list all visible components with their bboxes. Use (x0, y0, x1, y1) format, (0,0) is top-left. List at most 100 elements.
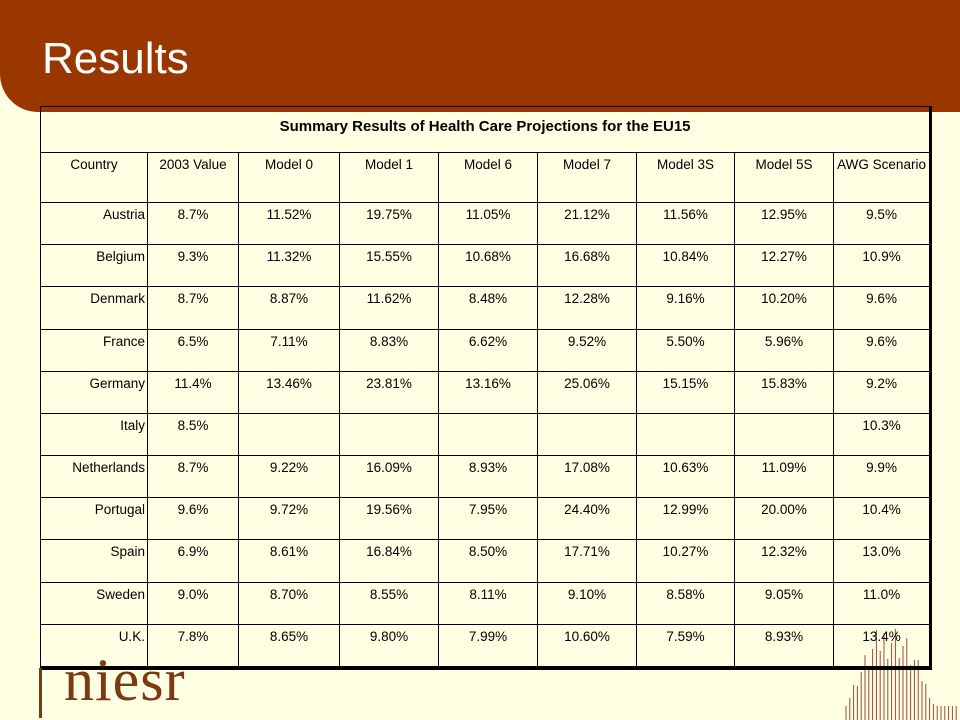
value-cell: 8.61% (238, 539, 340, 583)
value-cell: 9.3% (147, 244, 239, 288)
value-cell: 9.6% (832, 328, 931, 372)
value-cell: 5.96% (734, 328, 834, 372)
value-cell: 8.93% (438, 455, 538, 499)
country-cell: U.K. (40, 623, 148, 668)
value-cell: 15.15% (636, 370, 735, 414)
header-band (0, 0, 960, 112)
column-header-awg-scenario: AWG Scenario (832, 152, 931, 203)
value-cell: 25.06% (537, 370, 637, 414)
country-cell: France (40, 328, 148, 372)
value-cell: 8.55% (339, 581, 439, 625)
table-row: Portugal 9.6% 9.72% 19.56% 7.95% 24.40% 12.99%… (40, 497, 931, 541)
column-header-model-0: Model 0 (238, 152, 340, 203)
value-cell: 8.7% (147, 286, 239, 330)
value-cell: 11.32% (238, 244, 340, 288)
value-cell: 5.50% (636, 328, 735, 372)
value-cell: 20.00% (734, 497, 834, 541)
value-cell: 8.11% (438, 581, 538, 625)
column-header-model-7: Model 7 (537, 152, 637, 203)
value-cell: 7.8% (147, 623, 239, 668)
value-cell: 10.27% (636, 539, 735, 583)
value-cell: 8.7% (147, 455, 239, 499)
value-cell: 9.6% (147, 497, 239, 541)
value-cell: 9.16% (636, 286, 735, 330)
value-cell: 13.16% (438, 370, 538, 414)
country-cell: Austria (40, 201, 148, 246)
value-cell: 12.28% (537, 286, 637, 330)
country-cell: Belgium (40, 244, 148, 288)
value-cell: 9.80% (339, 623, 439, 668)
value-cell: 21.12% (537, 201, 637, 246)
country-cell: Spain (40, 539, 148, 583)
value-cell: 9.72% (238, 497, 340, 541)
value-cell: 12.95% (734, 201, 834, 246)
table-row: Italy 8.5% 10.3% (40, 412, 931, 457)
value-cell: 9.52% (537, 328, 637, 372)
value-cell: 9.2% (832, 370, 931, 414)
niesr-logo: niesr (64, 647, 186, 713)
value-cell: 13.4% (832, 623, 931, 668)
value-cell (438, 412, 538, 457)
value-cell: 15.83% (734, 370, 834, 414)
value-cell: 11.4% (147, 370, 239, 414)
column-header-model-6: Model 6 (438, 152, 538, 203)
value-cell: 7.99% (438, 623, 538, 668)
value-cell: 10.3% (832, 412, 931, 457)
value-cell: 6.9% (147, 539, 239, 583)
value-cell: 9.9% (832, 455, 931, 499)
column-header-country: Country (40, 152, 148, 203)
country-cell: Netherlands (40, 455, 148, 499)
table-row: Sweden 9.0% 8.70% 8.55% 8.11% 9.10% 8.58% 9.05%… (40, 581, 931, 625)
value-cell (636, 412, 735, 457)
value-cell: 7.59% (636, 623, 735, 668)
column-header-2003-value: 2003 Value (147, 152, 239, 203)
results-table-container: Summary Results of Health Care Projectio… (39, 106, 932, 670)
value-cell: 8.87% (238, 286, 340, 330)
value-cell: 11.09% (734, 455, 834, 499)
value-cell: 9.0% (147, 581, 239, 625)
country-cell: Denmark (40, 286, 148, 330)
value-cell: 24.40% (537, 497, 637, 541)
value-cell (339, 412, 439, 457)
value-cell: 11.56% (636, 201, 735, 246)
country-cell: Italy (40, 412, 148, 457)
country-cell: Germany (40, 370, 148, 414)
value-cell: 8.7% (147, 201, 239, 246)
table-row: U.K. 7.8% 8.65% 9.80% 7.99% 10.60% 7.59% 8.93% 1… (40, 623, 931, 668)
value-cell: 17.71% (537, 539, 637, 583)
table-row: Denmark 8.7% 8.87% 11.62% 8.48% 12.28% 9.16% 10… (40, 286, 931, 330)
country-cell: Portugal (40, 497, 148, 541)
value-cell: 7.11% (238, 328, 340, 372)
value-cell: 11.62% (339, 286, 439, 330)
column-header-model-3s: Model 3S (636, 152, 735, 203)
value-cell: 11.05% (438, 201, 538, 246)
value-cell: 8.48% (438, 286, 538, 330)
value-cell: 17.08% (537, 455, 637, 499)
value-cell: 12.27% (734, 244, 834, 288)
value-cell: 10.84% (636, 244, 735, 288)
value-cell: 10.9% (832, 244, 931, 288)
value-cell: 8.70% (238, 581, 340, 625)
value-cell: 8.65% (238, 623, 340, 668)
results-table: Summary Results of Health Care Projectio… (39, 106, 931, 668)
value-cell (734, 412, 834, 457)
table-row: Germany 11.4% 13.46% 23.81% 13.16% 25.06% 15.1… (40, 370, 931, 414)
value-cell: 9.05% (734, 581, 834, 625)
value-cell: 9.10% (537, 581, 637, 625)
value-cell: 16.09% (339, 455, 439, 499)
value-cell: 10.63% (636, 455, 735, 499)
table-row: France 6.5% 7.11% 8.83% 6.62% 9.52% 5.50% 5.96%… (40, 328, 931, 372)
value-cell: 10.60% (537, 623, 637, 668)
value-cell: 16.68% (537, 244, 637, 288)
table-caption: Summary Results of Health Care Projectio… (39, 106, 931, 153)
value-cell: 8.83% (339, 328, 439, 372)
table-row: Spain 6.9% 8.61% 16.84% 8.50% 17.71% 10.27% 12.… (40, 539, 931, 583)
value-cell: 10.4% (832, 497, 931, 541)
value-cell: 7.95% (438, 497, 538, 541)
value-cell: 9.22% (238, 455, 340, 499)
value-cell: 11.0% (832, 581, 931, 625)
table-title-row: Summary Results of Health Care Projectio… (39, 106, 931, 153)
table-row: Netherlands 8.7% 9.22% 16.09% 8.93% 17.08% 10.… (40, 455, 931, 499)
value-cell: 15.55% (339, 244, 439, 288)
value-cell: 11.52% (238, 201, 340, 246)
